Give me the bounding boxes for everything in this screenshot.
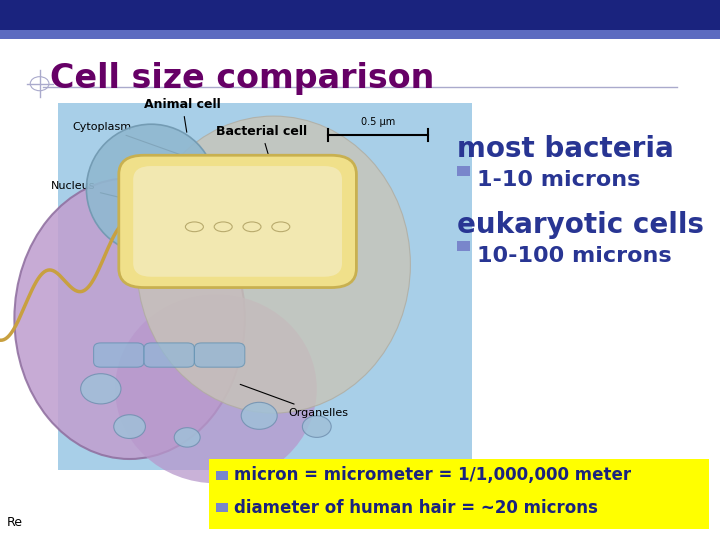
Text: Cell size comparison: Cell size comparison: [50, 62, 435, 95]
FancyBboxPatch shape: [144, 343, 194, 367]
Bar: [0, 0, 720, 30]
FancyBboxPatch shape: [94, 343, 144, 367]
FancyBboxPatch shape: [119, 156, 356, 287]
Text: micron = micrometer = 1/1,000,000 meter: micron = micrometer = 1/1,000,000 meter: [234, 466, 631, 484]
Bar: [216, 503, 228, 512]
Ellipse shape: [86, 124, 216, 254]
Text: eukaryotic cells: eukaryotic cells: [457, 211, 704, 239]
Circle shape: [174, 428, 200, 447]
Bar: [457, 166, 470, 176]
Text: most bacteria: most bacteria: [457, 135, 674, 163]
FancyBboxPatch shape: [194, 343, 245, 367]
Bar: [0, 30, 720, 39]
Text: diameter of human hair = ~20 microns: diameter of human hair = ~20 microns: [234, 498, 598, 517]
Text: Cytoplasm: Cytoplasm: [72, 122, 213, 166]
Ellipse shape: [14, 178, 245, 459]
Bar: [209, 459, 709, 529]
Bar: [457, 241, 470, 251]
Circle shape: [302, 416, 331, 437]
Ellipse shape: [115, 294, 317, 483]
Circle shape: [241, 402, 277, 429]
Text: Nucleus: Nucleus: [50, 181, 127, 199]
Bar: [216, 471, 228, 480]
Text: 10-100 microns: 10-100 microns: [477, 246, 672, 266]
Text: Animal cell: Animal cell: [144, 98, 221, 132]
FancyBboxPatch shape: [133, 166, 342, 276]
Text: 1-10 microns: 1-10 microns: [477, 170, 641, 190]
Text: Organelles: Organelles: [240, 384, 348, 418]
Text: Bacterial cell: Bacterial cell: [216, 125, 307, 170]
Ellipse shape: [137, 116, 410, 413]
Text: 0.5 µm: 0.5 µm: [361, 117, 395, 127]
Circle shape: [81, 374, 121, 404]
Text: Re: Re: [7, 516, 23, 529]
Bar: [58, 103, 472, 470]
Circle shape: [114, 415, 145, 438]
